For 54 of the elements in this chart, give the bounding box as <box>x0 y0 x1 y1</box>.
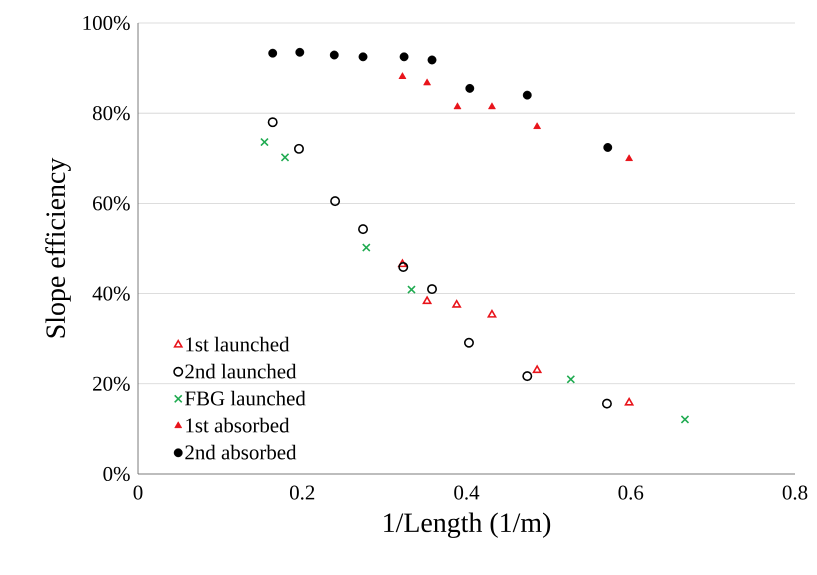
x-tick-label: 0.4 <box>454 486 480 500</box>
point <box>602 398 612 409</box>
point <box>260 138 269 146</box>
point <box>398 72 406 79</box>
point <box>295 48 304 57</box>
point <box>330 50 339 60</box>
point <box>407 285 416 294</box>
y-tick-label: 40% <box>92 286 130 301</box>
point <box>280 153 290 162</box>
x-tick-label: 0 <box>134 486 142 500</box>
point <box>422 296 432 304</box>
point <box>398 259 407 268</box>
x-tick-label: 0.6 <box>618 486 644 500</box>
legend-label: 1st launched <box>186 336 290 352</box>
legend-label: 2nd absorbed <box>185 444 296 460</box>
point <box>423 78 431 86</box>
point <box>533 122 542 130</box>
point <box>488 310 496 318</box>
x-tick-label: 0.2 <box>290 486 314 500</box>
x-axis-title: 1/Length (1/m) <box>384 512 550 538</box>
y-tick-label: 20% <box>93 376 130 391</box>
y-tick-label: 80% <box>92 106 130 120</box>
point <box>603 143 612 152</box>
legend-label: 1st absorbed <box>186 418 290 432</box>
point <box>452 300 462 308</box>
x-tick-label: 0.8 <box>782 486 808 500</box>
y-tick-label: 0% <box>103 466 130 482</box>
point <box>522 90 532 100</box>
point <box>625 154 633 162</box>
point <box>398 262 408 272</box>
point <box>624 398 634 406</box>
point <box>464 338 474 348</box>
legend-label: 2nd launched <box>185 364 296 378</box>
y-tick-label: 60% <box>93 196 130 210</box>
point <box>454 102 462 110</box>
point <box>268 117 278 128</box>
point <box>362 243 371 252</box>
point <box>522 371 532 382</box>
point <box>358 224 368 234</box>
point <box>400 52 409 62</box>
point <box>465 84 474 93</box>
point <box>358 52 368 62</box>
point <box>488 102 496 110</box>
y-tick-label: 100% <box>84 16 130 30</box>
point <box>428 56 436 64</box>
point <box>680 415 690 424</box>
legend-label: FBG launched <box>185 390 306 406</box>
point <box>294 144 304 154</box>
point <box>532 365 542 374</box>
point <box>268 48 278 58</box>
point <box>427 284 437 294</box>
y-axis-title: Slope efficiency <box>45 158 71 338</box>
point <box>330 196 340 206</box>
point <box>566 374 576 384</box>
